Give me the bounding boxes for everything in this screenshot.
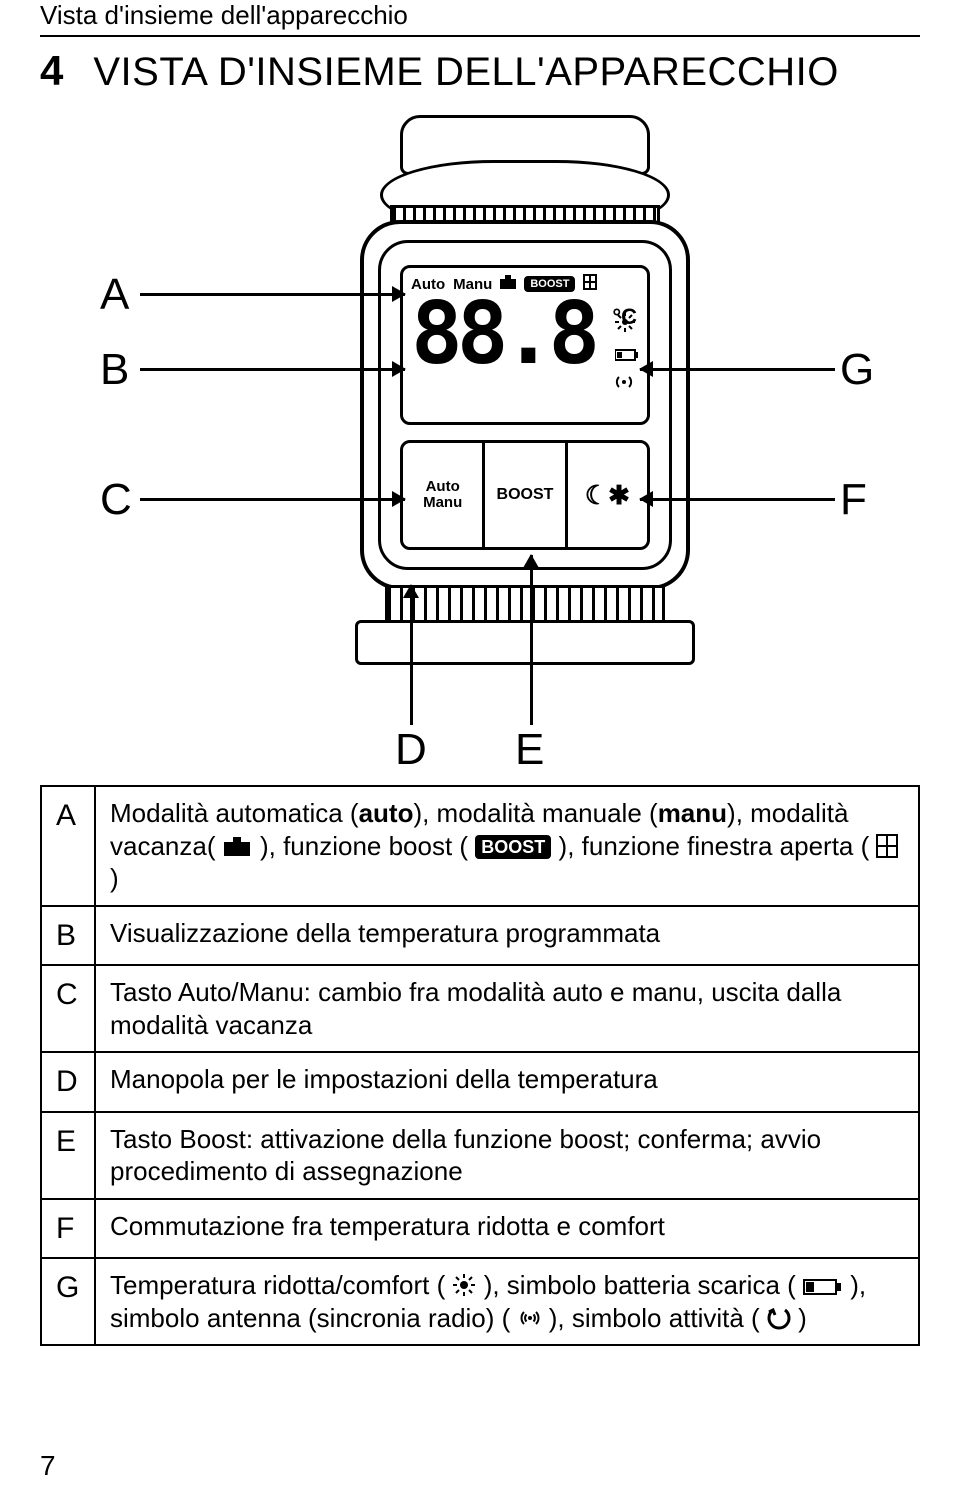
legend-key: E	[41, 1112, 95, 1199]
legend-row: ETasto Boost: attivazione della funzione…	[41, 1112, 919, 1199]
legend-description: Temperatura ridotta/comfort ( ), simbolo…	[95, 1258, 919, 1345]
legend-row: BVisualizzazione della temperatura progr…	[41, 906, 919, 966]
callout-E: E	[515, 725, 544, 775]
legend-key: G	[41, 1258, 95, 1345]
legend-row: GTemperatura ridotta/comfort ( ), simbol…	[41, 1258, 919, 1345]
legend-description: Visualizzazione della temperatura progra…	[95, 906, 919, 966]
pointer-G	[640, 368, 835, 371]
base-plate	[355, 620, 695, 665]
legend-description: Tasto Boost: attivazione della funzione …	[95, 1112, 919, 1199]
callout-D: D	[395, 725, 427, 775]
pointer-E	[530, 555, 533, 725]
moon-sun-icon: ☾✱	[585, 480, 630, 511]
legend-row: DManopola per le impostazioni della temp…	[41, 1052, 919, 1112]
pointer-C	[140, 498, 405, 501]
lcd-side-icons	[615, 312, 639, 397]
pointer-F	[640, 498, 835, 501]
legend-description: Manopola per le impostazioni della tempe…	[95, 1052, 919, 1112]
auto-manu-line2: Manu	[423, 494, 462, 511]
callout-A: A	[100, 270, 129, 320]
device-diagram: Auto Manu BOOST 88.8 °C	[40, 115, 920, 775]
legend-row: AModalità automatica (auto), modalità ma…	[41, 786, 919, 906]
boost-button-label: BOOST	[497, 486, 554, 504]
pointer-B	[140, 368, 405, 371]
auto-manu-button: Auto Manu	[403, 443, 485, 547]
auto-manu-line1: Auto	[426, 478, 460, 495]
legend-key: D	[41, 1052, 95, 1112]
thermostat-body: Auto Manu BOOST 88.8 °C	[340, 115, 710, 685]
antenna-icon	[615, 373, 639, 397]
page-number: 7	[40, 1450, 56, 1482]
lcd-display: Auto Manu BOOST 88.8 °C	[400, 265, 650, 425]
chapter-number: 4	[40, 47, 63, 95]
legend-row: CTasto Auto/Manu: cambio fra modalità au…	[41, 965, 919, 1052]
legend-description: Modalità automatica (auto), modalità man…	[95, 786, 919, 906]
battery-icon	[615, 344, 639, 367]
legend-row: FCommutazione fra temperatura ridotta e …	[41, 1199, 919, 1259]
callout-F: F	[840, 475, 867, 525]
boost-button: BOOST	[485, 443, 567, 547]
lcd-digits-row: 88.8	[411, 298, 639, 371]
legend-description: Commutazione fra temperatura ridotta e c…	[95, 1199, 919, 1259]
lcd-digits: 88.8	[411, 298, 594, 371]
legend-key: B	[41, 906, 95, 966]
callout-B: B	[100, 345, 129, 395]
callout-G: G	[840, 345, 874, 395]
chapter-title: VISTA D'INSIEME DELL'APPARECCHIO	[93, 50, 839, 95]
legend-table: AModalità automatica (auto), modalità ma…	[40, 785, 920, 1346]
button-bar: Auto Manu BOOST ☾✱	[400, 440, 650, 550]
pointer-D	[410, 585, 413, 725]
legend-key: A	[41, 786, 95, 906]
running-header: Vista d'insieme dell'apparecchio	[40, 0, 920, 37]
sun-icon	[615, 312, 639, 338]
pointer-A	[140, 293, 405, 296]
legend-description: Tasto Auto/Manu: cambio fra modalità aut…	[95, 965, 919, 1052]
chapter-title-row: 4 VISTA D'INSIEME DELL'APPARECCHIO	[40, 47, 920, 95]
callout-C: C	[100, 475, 132, 525]
legend-key: C	[41, 965, 95, 1052]
running-header-text: Vista d'insieme dell'apparecchio	[40, 0, 408, 30]
legend-key: F	[41, 1199, 95, 1259]
comfort-reduce-button: ☾✱	[568, 443, 647, 547]
